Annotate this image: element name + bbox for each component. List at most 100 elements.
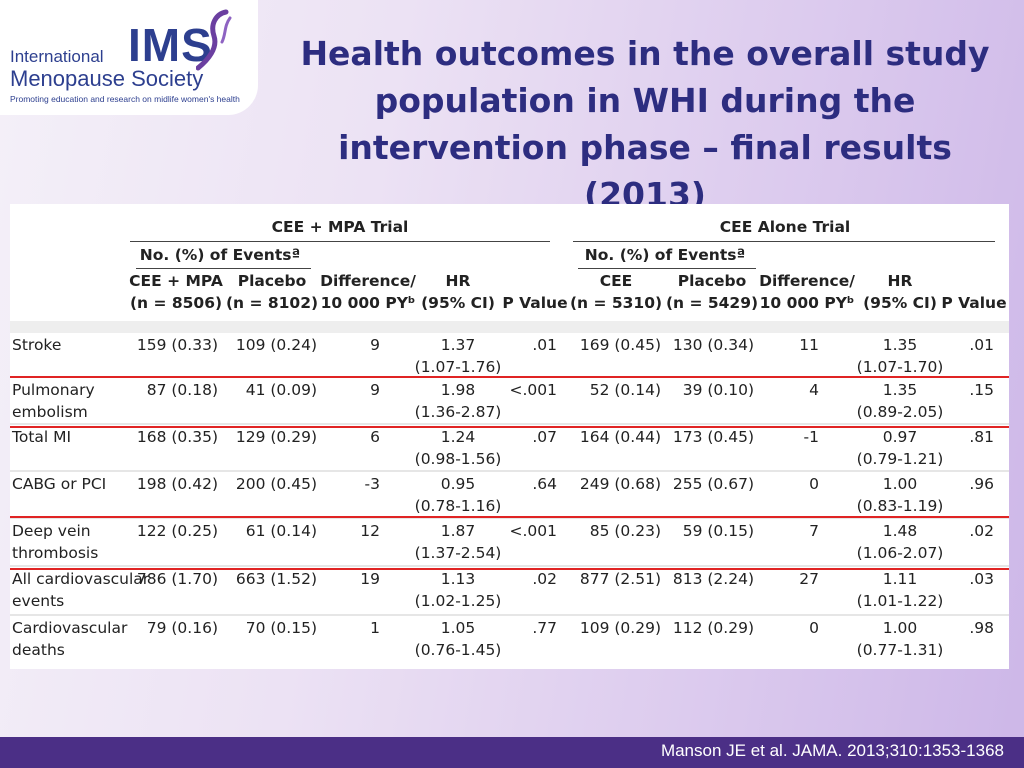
col-hr2-ci: (95% CI) xyxy=(863,294,937,312)
cell-d1: 9 xyxy=(370,381,380,399)
cell-b2: 173 (0.45) xyxy=(672,428,754,446)
cell-b2: 255 (0.67) xyxy=(672,475,754,493)
col-diff1-py: 10 000 PYᵇ xyxy=(320,294,416,312)
cell-p1: .02 xyxy=(532,570,557,588)
col-diff2-py: 10 000 PYᵇ xyxy=(759,294,855,312)
cell-d2: 0 xyxy=(809,475,819,493)
cell-hr2: 1.00 xyxy=(882,619,918,637)
cell-b1: 41 (0.09) xyxy=(245,381,317,399)
col-p2: P Value xyxy=(941,294,1007,312)
cell-ci2: (1.01-1.22) xyxy=(856,592,944,610)
col-placebo1: Placebo xyxy=(237,272,307,290)
cell-d1: 12 xyxy=(360,522,380,540)
cell-a2: 85 (0.23) xyxy=(589,522,661,540)
col-placebo2-n: (n = 5429) xyxy=(665,294,759,312)
events-rule-2 xyxy=(578,268,756,269)
cell-p2: .02 xyxy=(969,522,994,540)
logo-line2: Menopause Society xyxy=(10,66,204,91)
cell-ci1: (0.78-1.16) xyxy=(414,497,502,515)
cell-a1: 79 (0.16) xyxy=(146,619,218,637)
cell-a2: 249 (0.68) xyxy=(579,475,661,493)
cell-b1: 61 (0.14) xyxy=(245,522,317,540)
cell-p2: .01 xyxy=(969,336,994,354)
cell-p1: .07 xyxy=(532,428,557,446)
citation: Manson JE et al. JAMA. 2013;310:1353-136… xyxy=(660,741,1004,760)
row-outcome: Deep vein xyxy=(12,522,91,540)
cell-a1: 168 (0.35) xyxy=(136,428,218,446)
cell-ci1: (0.98-1.56) xyxy=(414,450,502,468)
row-outcome: Pulmonary xyxy=(12,381,95,399)
col-p1: P Value xyxy=(502,294,568,312)
cell-d2: 11 xyxy=(799,336,819,354)
cell-b1: 200 (0.45) xyxy=(235,475,317,493)
cell-a1: 198 (0.42) xyxy=(136,475,218,493)
trial2-header: CEE Alone Trial xyxy=(719,218,851,236)
cell-ci2: (0.79-1.21) xyxy=(856,450,944,468)
col-cee-n: (n = 5310) xyxy=(569,294,663,312)
logo-swirl-icon xyxy=(196,9,232,71)
row-outcome-line2: thrombosis xyxy=(12,544,99,562)
row-separator xyxy=(10,423,1009,425)
cell-ci2: (0.77-1.31) xyxy=(856,641,944,659)
cell-p1: .77 xyxy=(532,619,557,637)
cell-a1: 786 (1.70) xyxy=(136,570,218,588)
row-outcome-line2: embolism xyxy=(12,403,88,421)
cell-p1: .64 xyxy=(532,475,557,493)
cell-p2: .15 xyxy=(969,381,994,399)
events-header-1: No. (%) of Eventsª xyxy=(139,246,301,264)
cell-hr2: 1.11 xyxy=(882,570,918,588)
cell-ci1: (1.07-1.76) xyxy=(414,358,502,376)
cell-p2: .98 xyxy=(969,619,994,637)
trial2-rule xyxy=(573,241,995,242)
col-diff2: Difference/ xyxy=(759,272,855,290)
col-hr1: HR xyxy=(445,272,471,290)
col-hr1-ci: (95% CI) xyxy=(421,294,495,312)
logo-acronym: IMS xyxy=(128,19,213,71)
col-placebo1-n: (n = 8102) xyxy=(225,294,319,312)
ims-logo: International IMS Menopause Society Prom… xyxy=(0,0,258,115)
results-table: CEE + MPA Trial CEE Alone Trial No. (%) … xyxy=(10,204,1009,669)
cell-p1: <.001 xyxy=(509,381,558,399)
col-diff1: Difference/ xyxy=(320,272,416,290)
cell-d2: 27 xyxy=(799,570,819,588)
row-outcome: Total MI xyxy=(12,428,72,446)
cell-hr2: 1.35 xyxy=(882,381,918,399)
row-outcome: Cardiovascular xyxy=(12,619,128,637)
cell-d2: 0 xyxy=(809,619,819,637)
trial1-rule xyxy=(130,241,550,242)
cell-a2: 164 (0.44) xyxy=(579,428,661,446)
cell-ci1: (1.37-2.54) xyxy=(414,544,502,562)
cell-b1: 109 (0.24) xyxy=(235,336,317,354)
cell-p2: .03 xyxy=(969,570,994,588)
cell-b2: 130 (0.34) xyxy=(672,336,754,354)
row-outcome: All cardiovascular xyxy=(12,570,150,588)
logo-line1: International xyxy=(10,47,104,66)
col-cee: CEE xyxy=(599,272,633,290)
cell-hr1: 1.98 xyxy=(440,381,476,399)
cell-a1: 87 (0.18) xyxy=(146,381,218,399)
cell-hr2: 0.97 xyxy=(882,428,918,446)
cell-b2: 39 (0.10) xyxy=(682,381,754,399)
cell-d1: 1 xyxy=(370,619,380,637)
cell-d2: 4 xyxy=(809,381,819,399)
cell-hr1: 1.05 xyxy=(440,619,476,637)
cell-b1: 129 (0.29) xyxy=(235,428,317,446)
row-separator xyxy=(10,517,1009,519)
cell-a2: 169 (0.45) xyxy=(579,336,661,354)
cell-b2: 112 (0.29) xyxy=(672,619,754,637)
cell-ci1: (0.76-1.45) xyxy=(414,641,502,659)
cell-b1: 70 (0.15) xyxy=(245,619,317,637)
highlight-deep-vein-thrombosis xyxy=(10,516,1009,570)
cell-ci2: (0.83-1.19) xyxy=(856,497,944,515)
footer-bar: Manson JE et al. JAMA. 2013;310:1353-136… xyxy=(0,737,1024,768)
cell-hr2: 1.48 xyxy=(882,522,918,540)
col-placebo2: Placebo xyxy=(677,272,747,290)
cell-a2: 109 (0.29) xyxy=(579,619,661,637)
row-outcome-line2: deaths xyxy=(12,641,65,659)
row-separator xyxy=(10,614,1009,616)
header-divider xyxy=(10,321,1009,333)
cell-hr1: 1.87 xyxy=(440,522,476,540)
cell-a2: 877 (2.51) xyxy=(579,570,661,588)
cell-p1: <.001 xyxy=(509,522,558,540)
cell-p2: .81 xyxy=(969,428,994,446)
